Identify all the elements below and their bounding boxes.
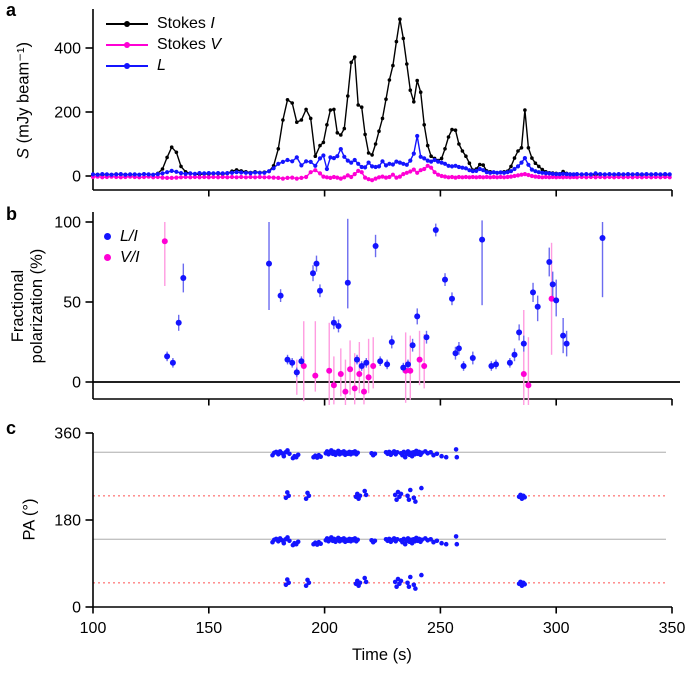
svg-text:0: 0 bbox=[72, 375, 81, 392]
legend-item-stokes-i: Stokes I bbox=[106, 13, 221, 34]
panel-a-legend: Stokes I Stokes V L bbox=[106, 13, 221, 76]
svg-text:0: 0 bbox=[72, 169, 81, 186]
x-axis-label: Time (s) bbox=[352, 646, 412, 664]
svg-text:250: 250 bbox=[427, 620, 454, 637]
panel-a-letter: a bbox=[6, 0, 17, 20]
svg-text:300: 300 bbox=[543, 620, 570, 637]
legend-item-l: L bbox=[106, 55, 221, 76]
legend-item-v-over-i: V/I bbox=[101, 247, 140, 268]
svg-text:350: 350 bbox=[659, 620, 685, 637]
legend-item-l-over-i: L/I bbox=[101, 226, 140, 247]
panel-c-ylabel: PA (°) bbox=[20, 498, 39, 541]
panel-c-letter: c bbox=[6, 418, 17, 438]
svg-text:100: 100 bbox=[80, 620, 107, 637]
l-over-i-marker-icon bbox=[104, 233, 111, 240]
panel-b-ylabel: Fractional polarization (%) bbox=[9, 248, 46, 364]
svg-text:180: 180 bbox=[54, 513, 81, 530]
svg-text:400: 400 bbox=[54, 41, 81, 58]
l-marker-icon bbox=[106, 62, 148, 69]
svg-text:200: 200 bbox=[311, 620, 338, 637]
svg-text:100: 100 bbox=[54, 215, 81, 232]
panel-b-letter: b bbox=[6, 204, 17, 224]
stokes-i-marker-icon bbox=[106, 20, 148, 27]
stokes-v-marker-icon bbox=[106, 41, 148, 48]
panel-b-legend: L/I V/I bbox=[101, 226, 140, 268]
legend-item-stokes-v: Stokes V bbox=[106, 34, 221, 55]
svg-text:50: 50 bbox=[63, 295, 81, 312]
svg-text:360: 360 bbox=[54, 426, 81, 443]
v-over-i-marker-icon bbox=[104, 254, 111, 261]
svg-text:0: 0 bbox=[72, 600, 81, 617]
svg-text:150: 150 bbox=[195, 620, 222, 637]
svg-text:200: 200 bbox=[54, 105, 81, 122]
